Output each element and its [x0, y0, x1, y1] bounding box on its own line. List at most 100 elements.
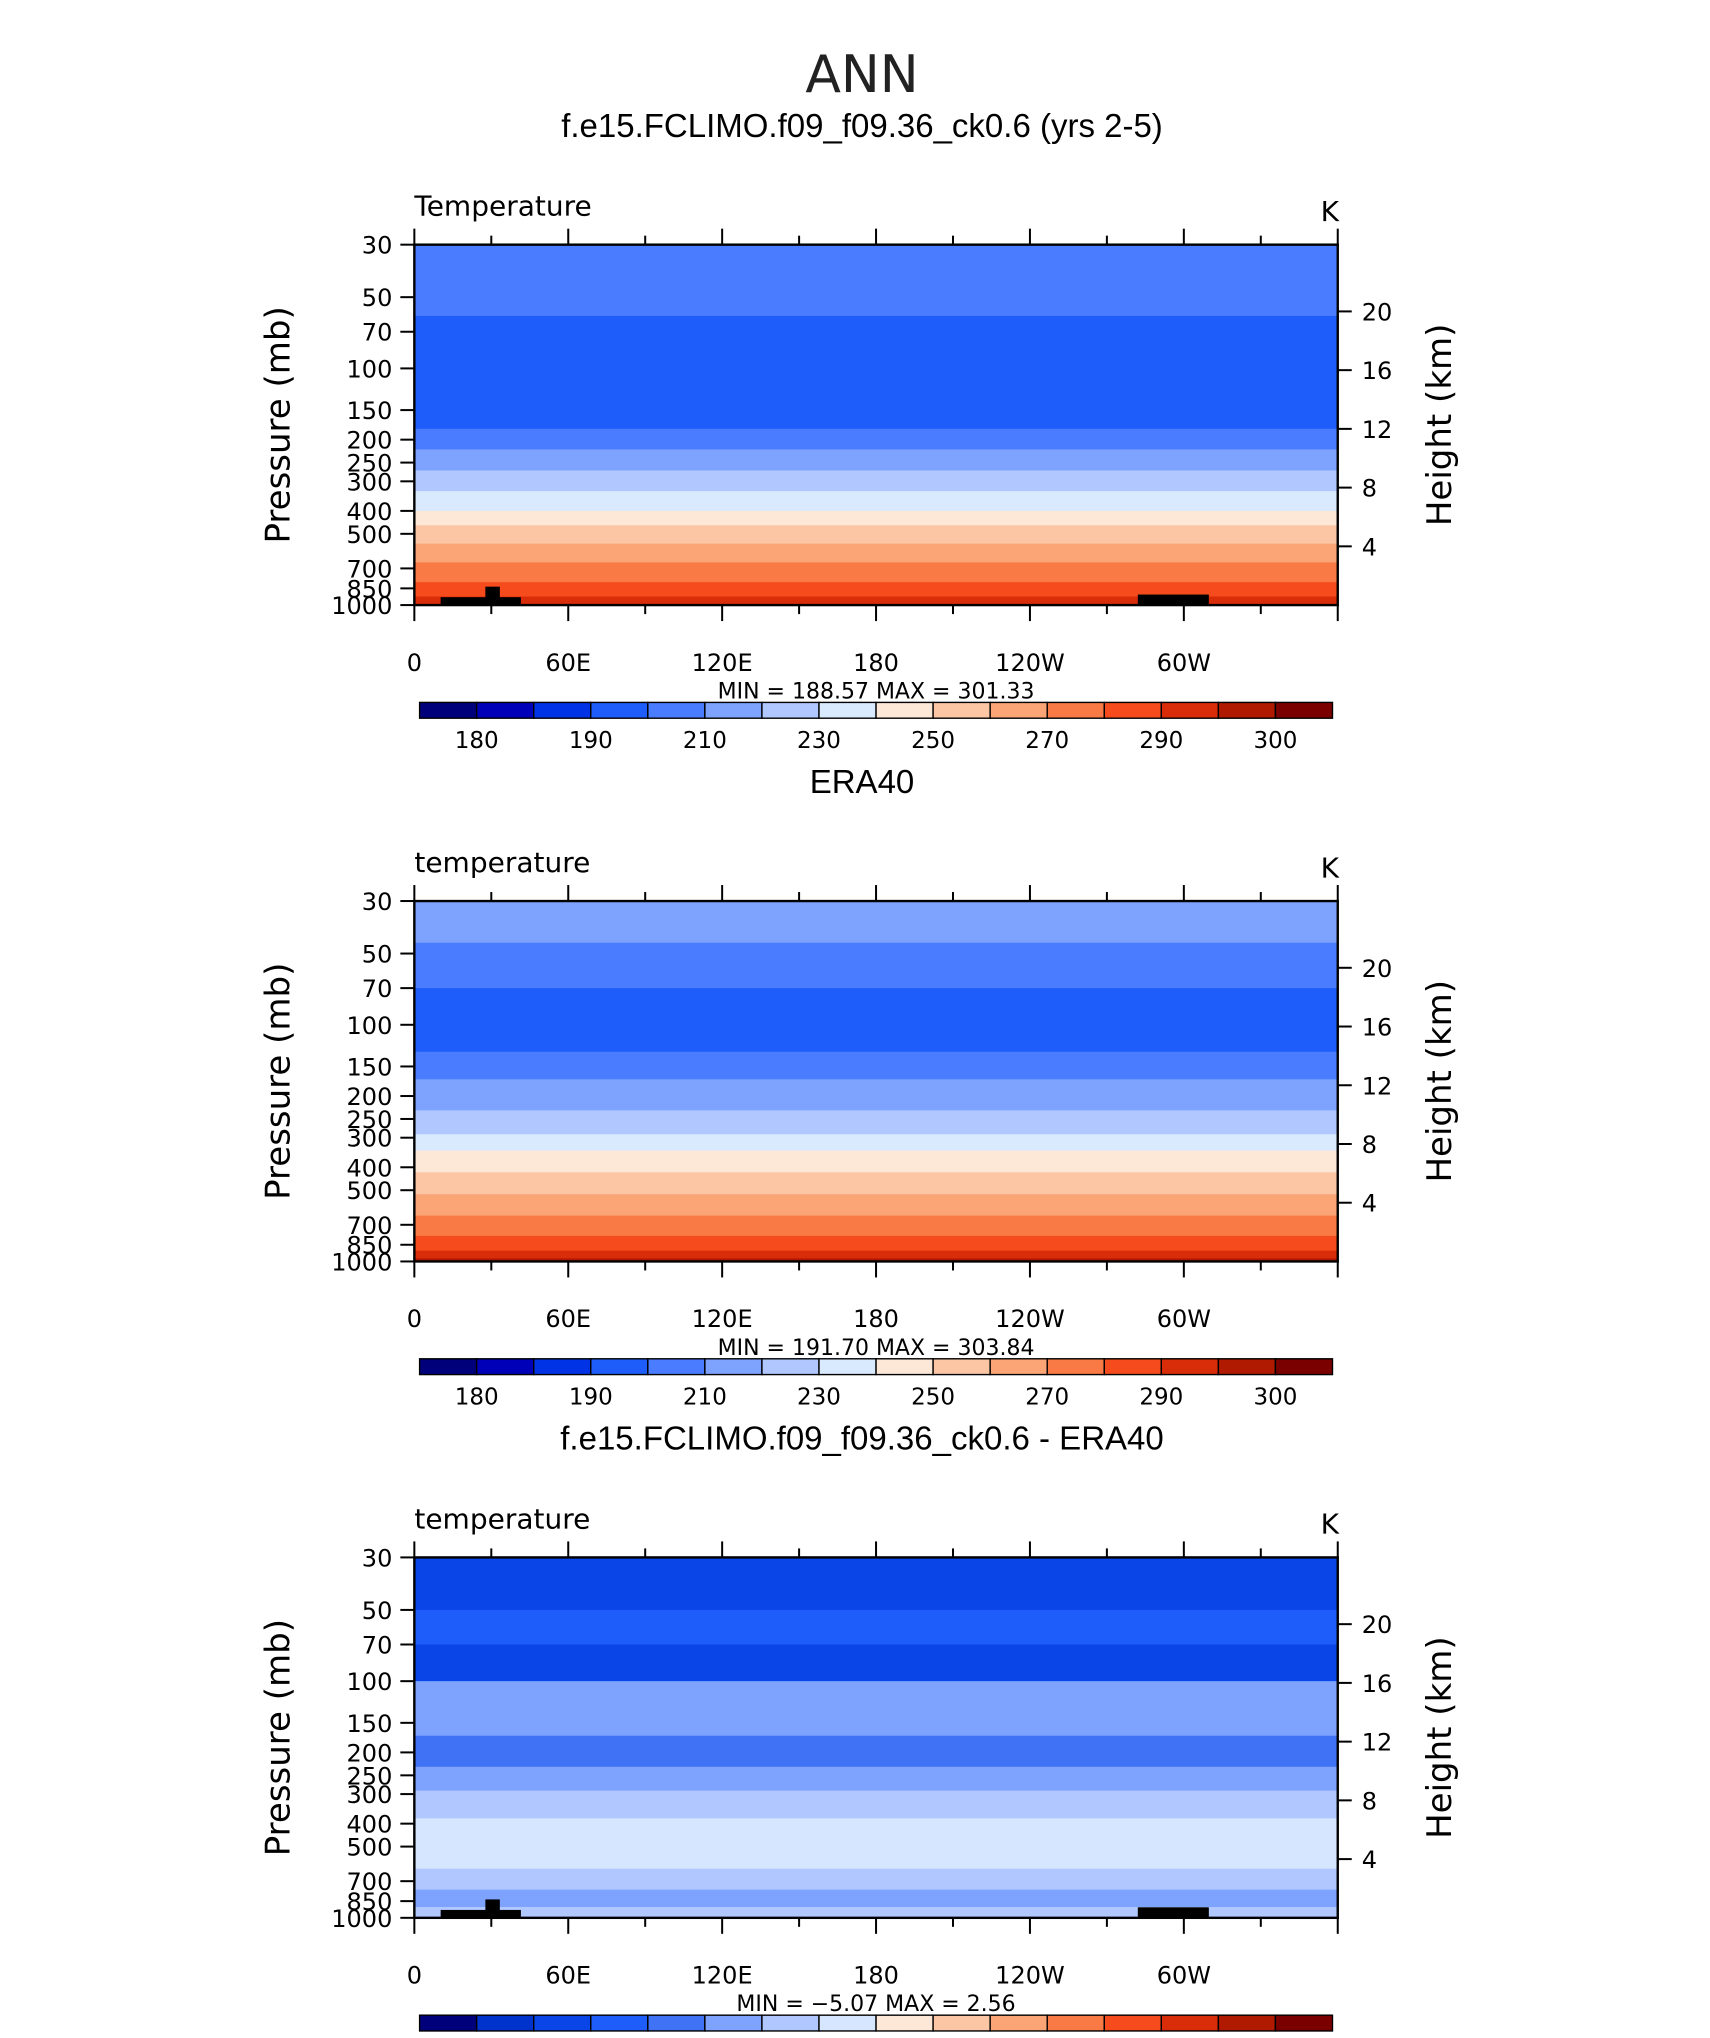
contour-band	[414, 1889, 1338, 1908]
height-tick-label: 16	[1362, 1670, 1393, 1698]
contour-band	[414, 1024, 1338, 1053]
y-tick-label: 850	[347, 575, 393, 603]
contour-band	[414, 525, 1338, 545]
x-tick-label: 120E	[692, 649, 753, 677]
y-tick-label: 30	[362, 232, 393, 260]
colorbar-swatch	[704, 2014, 763, 2032]
height-axis: 20 16 12 8 4 Height (km)	[1337, 955, 1460, 1218]
height-axis-label: Height (km)	[1420, 980, 1460, 1183]
y-tick-label: 30	[362, 888, 393, 916]
colorbar-label: 180	[455, 1385, 499, 1411]
contour-band	[414, 1557, 1338, 1611]
y-tick-label: 400	[347, 1154, 393, 1182]
colorbar-label: 300	[1253, 1385, 1297, 1411]
x-tick-label: 60E	[545, 1962, 591, 1990]
colorbar-swatch	[761, 2014, 820, 2032]
contour-band	[414, 244, 1338, 276]
x-axis: 0 60E 120E 180 120W 60W	[407, 228, 1339, 677]
colorbar-swatch	[533, 701, 592, 719]
colorbar-label: 230	[797, 728, 841, 754]
y-tick-label: 200	[347, 427, 393, 455]
x-axis: 0 60E 120E 180 120W 60W	[407, 885, 1339, 1333]
x-tick-label: 0	[407, 1305, 422, 1333]
topography-block	[485, 586, 500, 606]
y-tick-label: 250	[347, 1106, 393, 1134]
contour-band	[414, 901, 1338, 944]
panel-era40: ERA40 temperature K 0 60E 120E 180 120W 60W 30 50 7…	[258, 763, 1459, 1410]
contour-band	[414, 1735, 1338, 1768]
colorbar-label: 190	[569, 728, 613, 754]
colorbar-swatch	[932, 1358, 991, 1376]
x-axis: 0 60E 120E 180 120W 60W	[407, 1541, 1339, 1990]
x-tick-label: 180	[853, 1962, 899, 1990]
colorbar: 180 190 210 230 250 270 290 300	[418, 701, 1334, 754]
colorbar-swatch	[989, 2014, 1048, 2032]
contour-bands	[414, 901, 1338, 1263]
y-tick-label: 300	[347, 468, 393, 496]
page-title: ANN	[805, 45, 918, 105]
contour-band	[414, 1907, 1338, 1919]
colorbar-label: 210	[683, 728, 727, 754]
contour-band	[414, 491, 1338, 512]
y-tick-label: 150	[347, 397, 393, 425]
colorbar-swatch	[647, 1358, 706, 1376]
colorbar-swatch	[761, 701, 820, 719]
y-tick-label: 850	[347, 1888, 393, 1916]
y-tick-label: 250	[347, 1762, 393, 1790]
y-tick-label: 70	[362, 1632, 393, 1660]
x-tick-label: 120E	[692, 1962, 753, 1990]
x-tick-label: 0	[407, 1962, 422, 1990]
colorbar-swatch	[1160, 701, 1220, 719]
y-tick-label: 1000	[331, 1905, 392, 1933]
x-tick-label: 120W	[995, 649, 1065, 677]
colorbar-swatch	[590, 701, 649, 719]
y-tick-label: 100	[347, 355, 393, 383]
colorbar: 180 190 210 230 250 270 290 300	[418, 1358, 1334, 1411]
y-tick-label: 300	[347, 1125, 393, 1153]
colorbar-swatch	[989, 1358, 1048, 1376]
y-tick-label: 500	[347, 1834, 393, 1862]
y-axis-label: Pressure (mb)	[258, 1619, 298, 1856]
x-tick-label: 60W	[1157, 1962, 1211, 1990]
height-axis: 20 16 12 8 4 Height (km)	[1337, 298, 1460, 561]
colorbar-swatch	[1274, 2014, 1334, 2032]
variable-label: temperature	[414, 1502, 590, 1535]
colorbar-swatch	[818, 2014, 877, 2032]
contour-band	[414, 470, 1338, 492]
height-tick-label: 8	[1362, 475, 1377, 503]
contour-band	[414, 1644, 1338, 1682]
y-tick-label: 150	[347, 1053, 393, 1081]
x-tick-label: 60W	[1157, 649, 1211, 677]
colorbar-swatch	[932, 701, 991, 719]
y-tick-label: 100	[347, 1668, 393, 1696]
x-tick-label: 120W	[995, 1305, 1065, 1333]
contour-band	[414, 942, 1338, 989]
contour-band	[414, 510, 1338, 527]
colorbar-swatch	[418, 1358, 478, 1376]
units-label: K	[1321, 195, 1340, 228]
colorbar-swatch	[1046, 1358, 1105, 1376]
colorbar-label: 210	[683, 1385, 727, 1411]
colorbar-label: 190	[569, 1385, 613, 1411]
contour-band	[414, 1250, 1338, 1260]
panel-difference: f.e15.FCLIMO.f09_f09.36_ck0.6 - ERA40 tem…	[258, 1420, 1460, 2032]
topography	[440, 586, 1209, 606]
colorbar-swatch	[418, 701, 478, 719]
colorbar-swatch	[647, 2014, 706, 2032]
colorbar-swatch	[1103, 2014, 1163, 2032]
height-axis-label: Height (km)	[1420, 324, 1460, 527]
contour-band	[414, 1110, 1338, 1136]
colorbar-swatch	[704, 1358, 763, 1376]
x-tick-label: 60E	[545, 1305, 591, 1333]
units-label: K	[1321, 851, 1340, 884]
y-axis-label: Pressure (mb)	[258, 963, 298, 1200]
contour-bands	[414, 244, 1338, 606]
colorbar-swatch	[932, 2014, 991, 2032]
colorbar-swatch	[818, 701, 877, 719]
contour-band	[414, 1846, 1338, 1870]
panel-model: f.e15.FCLIMO.f09_f09.36_ck0.6 (yrs 2-5) T…	[258, 107, 1459, 754]
contour-band	[414, 1235, 1338, 1252]
x-tick-label: 120E	[692, 1305, 753, 1333]
colorbar-swatch	[818, 1358, 877, 1376]
